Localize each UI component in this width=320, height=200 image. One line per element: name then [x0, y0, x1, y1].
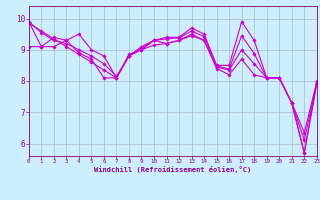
X-axis label: Windchill (Refroidissement éolien,°C): Windchill (Refroidissement éolien,°C) [94, 166, 252, 173]
